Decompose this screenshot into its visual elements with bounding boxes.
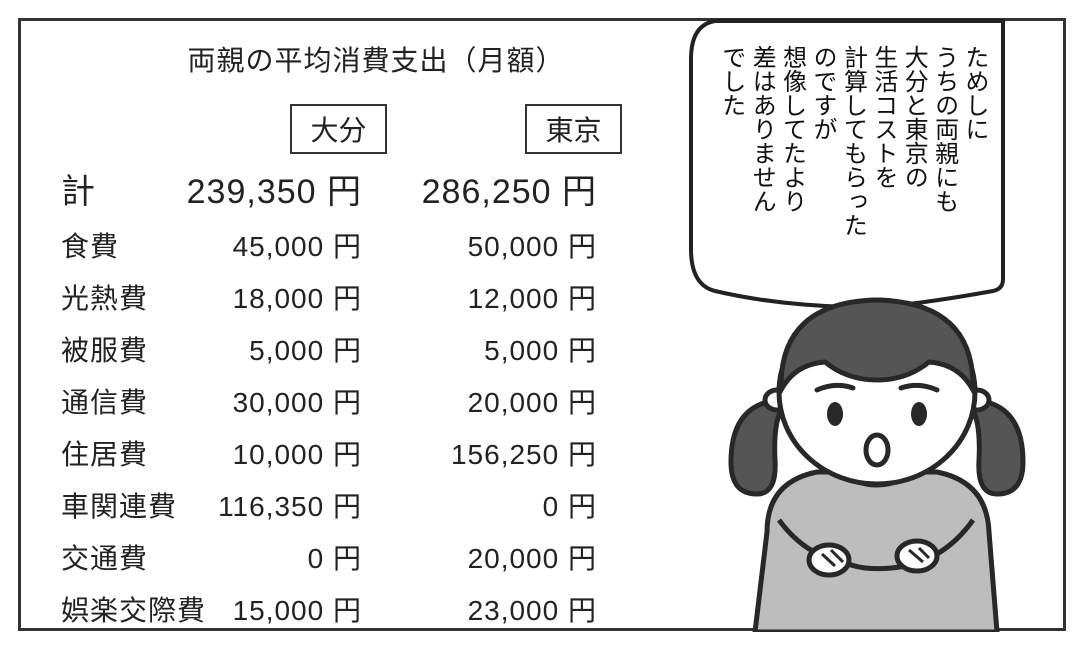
row-value-tokyo: 12,000 円: [456, 271, 691, 323]
row-value-oita: 18,000 円: [221, 271, 456, 323]
row-value-oita: 116,350 円: [221, 479, 456, 531]
row-value-oita: 30,000 円: [221, 375, 456, 427]
expense-table: 両親の平均消費支出（月額） 大分 東京 計 239,350 円 286,250 …: [61, 39, 691, 635]
table-grid: 大分 東京 計 239,350 円 286,250 円 食費 45,000 円 …: [61, 101, 691, 635]
col-header-oita: 大分: [221, 101, 456, 157]
row-value-oita: 15,000 円: [221, 583, 456, 635]
speech-bubble: ためしに うちの両親にも 大分と東京の 生活コストを 計算してもらった のですが…: [685, 19, 1009, 309]
row-value-oita: 0 円: [221, 531, 456, 583]
row-label: 娯楽交際費: [61, 583, 221, 635]
row-value-oita: 5,000 円: [221, 323, 456, 375]
speech-text: ためしに うちの両親にも 大分と東京の 生活コストを 計算してもらった のですが…: [717, 45, 987, 237]
row-label: 被服費: [61, 323, 221, 375]
row-label: 交通費: [61, 531, 221, 583]
col-header-tokyo: 東京: [456, 101, 691, 157]
row-label: 食費: [61, 219, 221, 271]
total-tokyo-value: 286,250 円: [422, 164, 645, 213]
total-tokyo: 286,250 円: [456, 157, 691, 219]
row-label: 光熱費: [61, 271, 221, 323]
row-value-tokyo: 156,250 円: [456, 427, 691, 479]
table-title: 両親の平均消費支出（月額）: [61, 39, 691, 79]
row-label: 通信費: [61, 375, 221, 427]
row-label: 車関連費: [61, 479, 221, 531]
comic-panel: 両親の平均消費支出（月額） 大分 東京 計 239,350 円 286,250 …: [18, 18, 1066, 631]
row-value-tokyo: 20,000 円: [456, 531, 691, 583]
row-value-tokyo: 23,000 円: [456, 583, 691, 635]
row-label: 住居費: [61, 427, 221, 479]
row-value-tokyo: 20,000 円: [456, 375, 691, 427]
row-value-tokyo: 0 円: [456, 479, 691, 531]
character-illustration: [707, 272, 1047, 632]
row-value-oita: 10,000 円: [221, 427, 456, 479]
row-value-oita: 45,000 円: [221, 219, 456, 271]
row-value-tokyo: 5,000 円: [456, 323, 691, 375]
row-value-tokyo: 50,000 円: [456, 219, 691, 271]
header-spacer: [61, 101, 221, 157]
total-oita-value: 239,350 円: [187, 164, 410, 213]
